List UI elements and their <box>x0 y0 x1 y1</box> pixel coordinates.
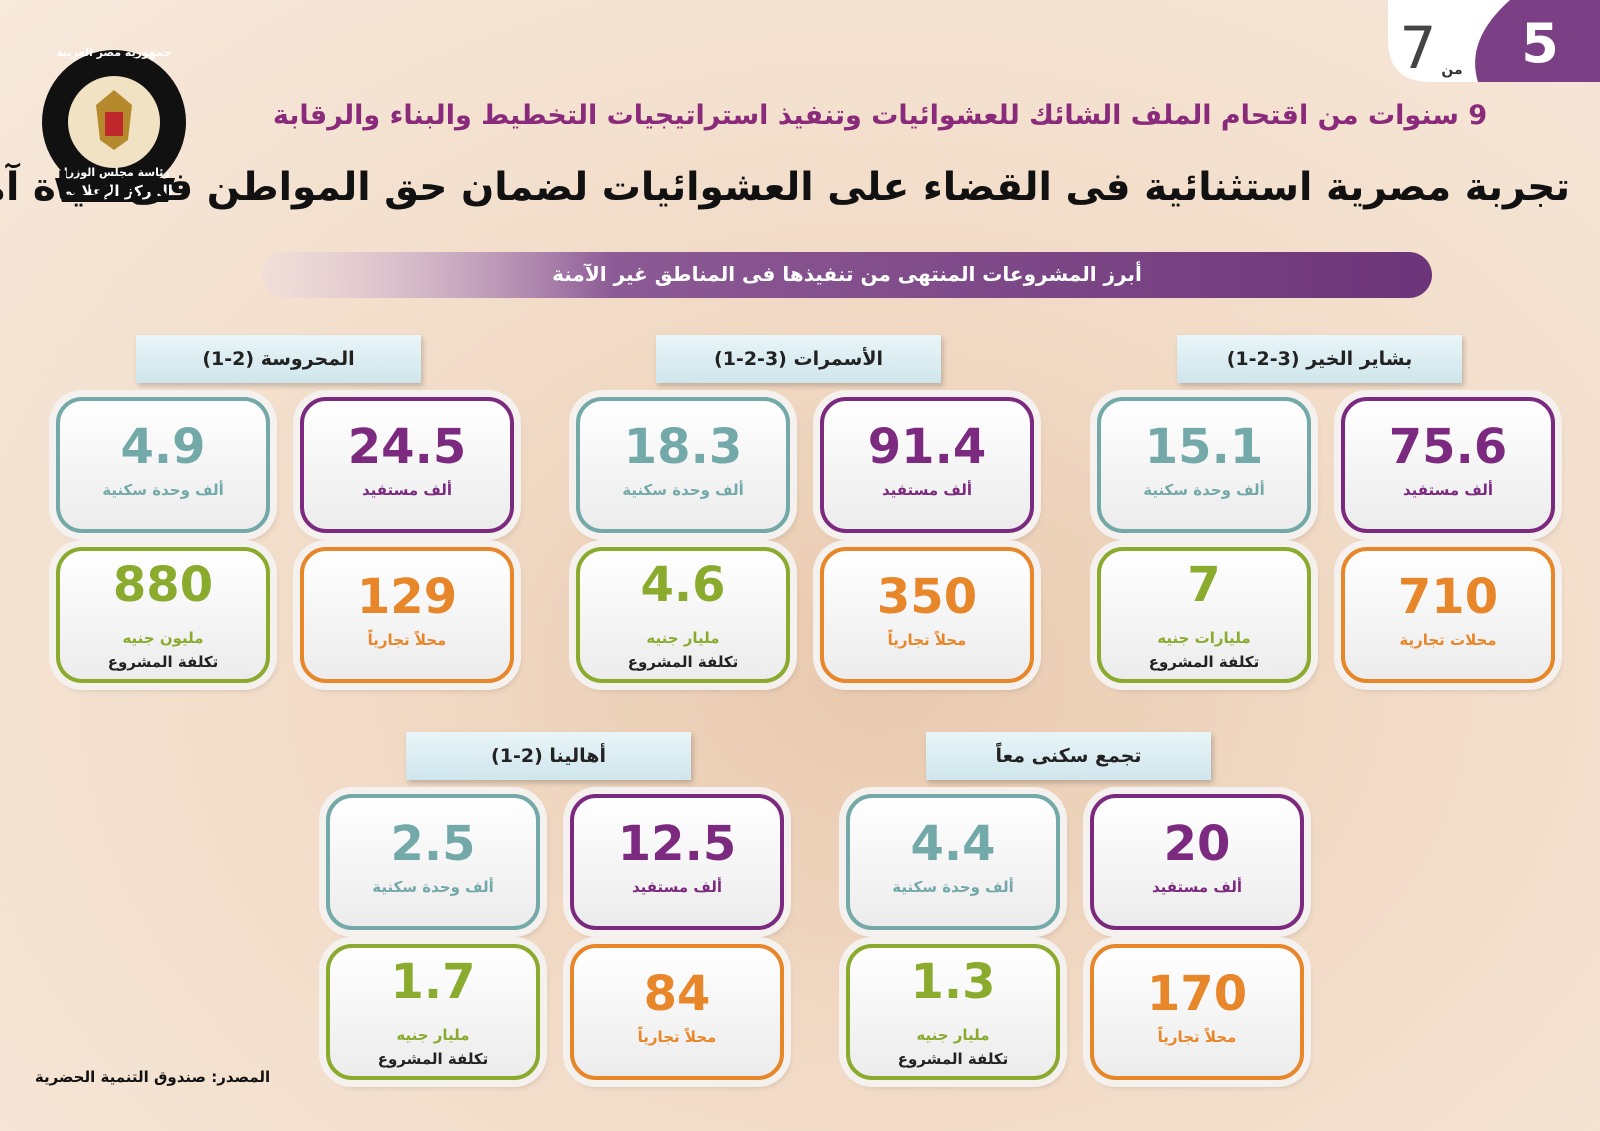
cost: 880 مليون جنيه تكلفة المشروع <box>56 547 270 683</box>
housing-units-value: 4.4 <box>910 816 996 872</box>
shops-label: محلاً تجارياً <box>887 631 967 649</box>
kicker: 9 سنوات من اقتحام الملف الشائك للعشوائيا… <box>272 100 1488 131</box>
shops-label: محلات تجارية <box>1399 631 1497 649</box>
beneficiaries: 20 ألف مستفيد <box>1090 794 1304 930</box>
shops: 84 محلاً تجارياً <box>570 944 784 1080</box>
cost-label: مليار جنيه <box>396 1026 470 1044</box>
title: تجربة مصرية استثنائية فى القضاء على العش… <box>0 165 1570 210</box>
beneficiaries-label: ألف مستفيد <box>1402 481 1494 499</box>
housing-units: 4.4 ألف وحدة سكنية <box>846 794 1060 930</box>
shops-value: 129 <box>356 569 458 625</box>
beneficiaries-value: 75.6 <box>1388 419 1508 475</box>
page-badge-current-bg <box>1475 0 1600 82</box>
housing-units-value: 4.9 <box>120 419 206 475</box>
subtitle: أبرز المشروعات المنتهى من تنفيذها فى الم… <box>552 262 1142 286</box>
housing-units-label: ألف وحدة سكنية <box>622 481 744 499</box>
cost: 7 مليارات جنيه تكلفة المشروع <box>1097 547 1311 683</box>
housing-units-label: ألف وحدة سكنية <box>1143 481 1265 499</box>
cost-value: 4.6 <box>640 557 726 613</box>
shops-label: محلاً تجارياً <box>367 631 447 649</box>
housing-units-value: 2.5 <box>390 816 476 872</box>
cost: 1.3 مليار جنيه تكلفة المشروع <box>846 944 1060 1080</box>
source: المصدر: صندوق التنمية الحضرية <box>34 1068 271 1086</box>
logo-shield <box>105 112 123 136</box>
housing-units-label: ألف وحدة سكنية <box>372 878 494 896</box>
subtitle-bar <box>262 252 1432 298</box>
beneficiaries-value: 91.4 <box>867 419 987 475</box>
cost-value: 880 <box>112 557 214 613</box>
cost-caption: تكلفة المشروع <box>1148 653 1260 671</box>
beneficiaries: 75.6 ألف مستفيد <box>1341 397 1555 533</box>
beneficiaries-value: 20 <box>1163 816 1231 872</box>
project-name: بشاير الخير (3-2-1) <box>1177 335 1462 383</box>
page-current: 5 <box>1521 12 1559 75</box>
shops-value: 350 <box>876 569 978 625</box>
housing-units-label: ألف وحدة سكنية <box>102 481 224 499</box>
shops-value: 710 <box>1397 569 1499 625</box>
housing-units-value: 15.1 <box>1144 419 1264 475</box>
beneficiaries-label: ألف مستفيد <box>631 878 723 896</box>
project-name: المحروسة (2-1) <box>136 335 421 383</box>
cost-caption: تكلفة المشروع <box>627 653 739 671</box>
cost-value: 1.3 <box>910 954 996 1010</box>
shops-value: 170 <box>1146 966 1248 1022</box>
beneficiaries: 12.5 ألف مستفيد <box>570 794 784 930</box>
cost: 1.7 مليار جنيه تكلفة المشروع <box>326 944 540 1080</box>
page-total: 7 <box>1399 14 1437 82</box>
cost-label: مليار جنيه <box>646 629 720 647</box>
beneficiaries-label: ألف مستفيد <box>361 481 453 499</box>
shops: 129 محلاً تجارياً <box>300 547 514 683</box>
cost: 4.6 مليار جنيه تكلفة المشروع <box>576 547 790 683</box>
cost-value: 1.7 <box>390 954 476 1010</box>
shops: 170 محلاً تجارياً <box>1090 944 1304 1080</box>
page-of: من <box>1441 62 1463 78</box>
cost-label: مليار جنيه <box>916 1026 990 1044</box>
beneficiaries-label: ألف مستفيد <box>1151 878 1243 896</box>
beneficiaries-value: 12.5 <box>617 816 737 872</box>
beneficiaries-value: 24.5 <box>347 419 467 475</box>
cost-label: مليارات جنيه <box>1157 629 1251 647</box>
cost-value: 7 <box>1187 557 1221 613</box>
cost-label: مليون جنيه <box>122 629 204 647</box>
shops-value: 84 <box>643 966 711 1022</box>
housing-units-value: 18.3 <box>623 419 743 475</box>
housing-units: 4.9 ألف وحدة سكنية <box>56 397 270 533</box>
cost-caption: تكلفة المشروع <box>377 1050 489 1068</box>
shops-label: محلاً تجارياً <box>637 1028 717 1046</box>
beneficiaries: 91.4 ألف مستفيد <box>820 397 1034 533</box>
logo-bottom: المركز الإعلامي <box>57 182 173 200</box>
logo-top: جمهورية مصر العربية <box>56 46 172 59</box>
shops: 350 محلاً تجارياً <box>820 547 1034 683</box>
housing-units: 2.5 ألف وحدة سكنية <box>326 794 540 930</box>
project-name: أهالينا (2-1) <box>406 732 691 780</box>
logo-middle: رئاسة مجلس الوزراء <box>58 166 170 179</box>
beneficiaries-label: ألف مستفيد <box>881 481 973 499</box>
housing-units-label: ألف وحدة سكنية <box>892 878 1014 896</box>
cost-caption: تكلفة المشروع <box>897 1050 1009 1068</box>
project-name: الأسمرات (3-2-1) <box>656 335 941 383</box>
logo-ribbon <box>55 178 175 202</box>
beneficiaries: 24.5 ألف مستفيد <box>300 397 514 533</box>
housing-units: 15.1 ألف وحدة سكنية <box>1097 397 1311 533</box>
housing-units: 18.3 ألف وحدة سكنية <box>576 397 790 533</box>
cost-caption: تكلفة المشروع <box>107 653 219 671</box>
shops-label: محلاً تجارياً <box>1157 1028 1237 1046</box>
project-name: تجمع سكنى معاً <box>926 732 1211 780</box>
shops: 710 محلات تجارية <box>1341 547 1555 683</box>
